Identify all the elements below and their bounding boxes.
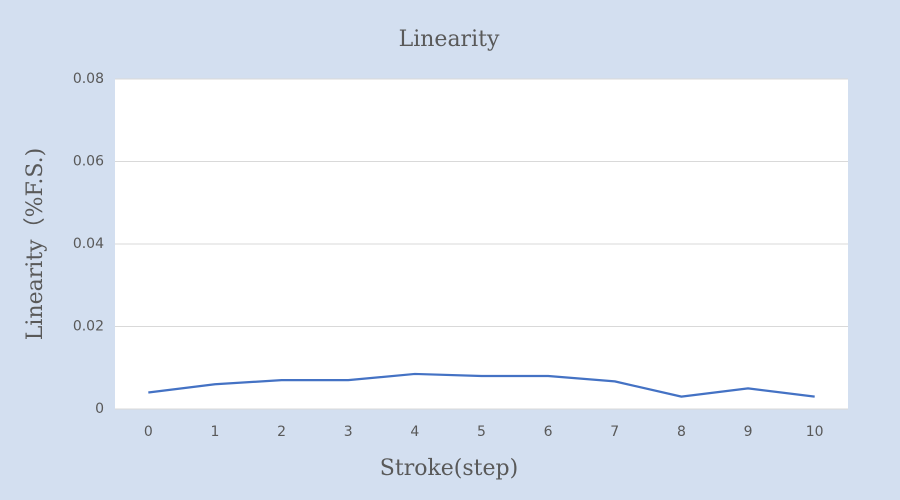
x-tick-label: 3 bbox=[344, 424, 353, 440]
x-tick-label: 0 bbox=[144, 424, 153, 440]
y-tick-label: 0.02 bbox=[73, 319, 104, 335]
y-tick-label: 0 bbox=[95, 401, 104, 417]
data-line bbox=[148, 372, 815, 398]
y-axis-label: Linearity（%F.S.) bbox=[23, 148, 48, 340]
x-tick-label: 1 bbox=[210, 424, 219, 440]
x-tick-label: 9 bbox=[744, 424, 753, 440]
x-tick-label: 4 bbox=[410, 424, 419, 440]
y-tick-label: 0.08 bbox=[73, 71, 104, 87]
x-tick-label: 10 bbox=[806, 424, 824, 440]
x-tick-label: 5 bbox=[477, 424, 486, 440]
x-tick-label: 7 bbox=[610, 424, 619, 440]
x-tick-label: 2 bbox=[277, 424, 286, 440]
x-tick-label: 8 bbox=[677, 424, 686, 440]
chart-title: Linearity bbox=[399, 27, 500, 52]
x-tick-label: 6 bbox=[544, 424, 553, 440]
y-tick-label: 0.06 bbox=[73, 154, 104, 170]
y-tick-label: 0.04 bbox=[73, 236, 104, 252]
x-axis-label: Stroke(step) bbox=[380, 456, 518, 481]
